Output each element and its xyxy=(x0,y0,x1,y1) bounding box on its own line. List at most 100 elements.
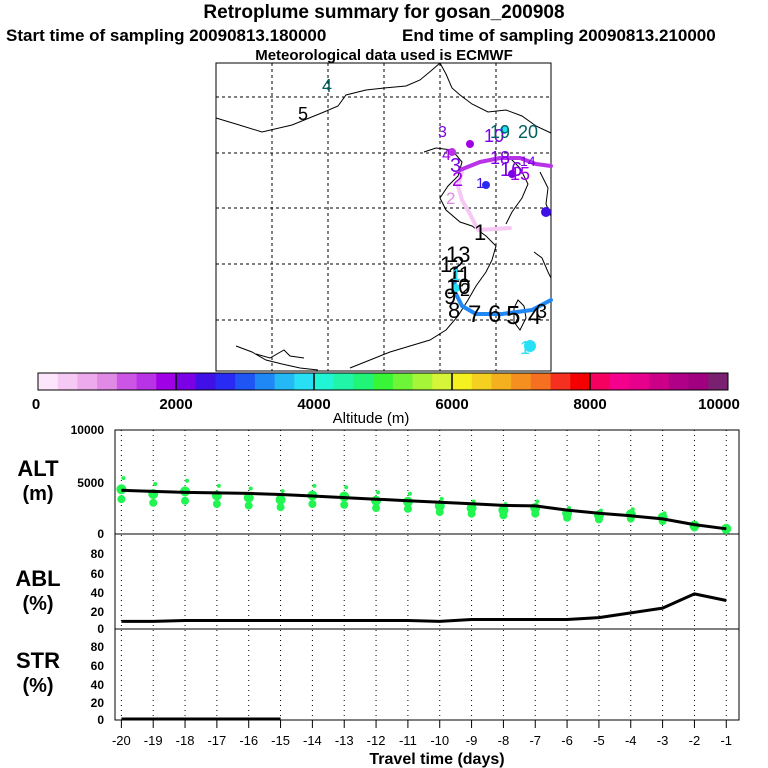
abl-ytick-label: 20 xyxy=(91,605,105,619)
trajectory-labels: 5 4 3 4 3 2 2 1 1 10 19 20 18 16 15 14 1… xyxy=(298,76,547,358)
trajectory-purple xyxy=(458,156,553,172)
colorbar-cell xyxy=(708,373,729,390)
alt-particle-point xyxy=(630,507,635,512)
traj-label: 10 xyxy=(484,126,504,146)
colorbar-cell xyxy=(116,373,138,390)
alt-particle-point xyxy=(340,500,349,509)
colorbar-cell xyxy=(97,373,118,390)
trajectory-pink xyxy=(456,170,512,232)
colorbar-cell xyxy=(491,373,512,390)
colorbar-cell xyxy=(136,373,157,390)
panel-frames xyxy=(114,429,740,721)
alt-particle-point xyxy=(149,498,158,507)
traj-label: 20 xyxy=(518,122,538,142)
x-tick-label: -13 xyxy=(335,733,354,748)
x-tick-label: -4 xyxy=(625,733,637,748)
cbar-tick-label: 0 xyxy=(32,396,40,413)
alt-particle-point xyxy=(344,485,349,490)
x-tick-label: -14 xyxy=(303,733,322,748)
alt-particle-point xyxy=(312,483,317,488)
traj-label: 14 xyxy=(520,153,536,169)
cbar-tick-label: 8000 xyxy=(573,396,606,413)
alt-particle-point xyxy=(531,509,540,518)
str-ytick-label: 60 xyxy=(91,659,105,673)
colorbar-cell xyxy=(195,373,216,390)
alt-particle-point xyxy=(117,495,126,504)
str-ytick-label: 40 xyxy=(91,678,105,692)
colorbar-cell xyxy=(570,373,591,390)
str-ytick-label: 20 xyxy=(91,696,105,710)
traj-label: 2 xyxy=(446,189,455,208)
colorbar-cell xyxy=(235,373,256,390)
abl-panel-frame xyxy=(114,533,740,630)
abl-ylabel-1: ABL xyxy=(15,566,60,591)
x-tick-label: -17 xyxy=(207,733,226,748)
end-time-label: End time of sampling 20090813.210000 xyxy=(402,26,716,45)
alt-particle-point xyxy=(535,499,540,504)
str-ytick-label: 80 xyxy=(91,640,105,654)
alt-particle-point xyxy=(244,501,253,510)
colorbar-cell xyxy=(629,373,650,390)
x-tick-label: -20 xyxy=(112,733,131,748)
traj-label: 4 xyxy=(322,76,332,96)
alt-particle-point xyxy=(467,509,476,518)
x-tick-label: -16 xyxy=(239,733,258,748)
alt-particle-point xyxy=(499,511,508,520)
traj-label: 16 xyxy=(500,159,522,181)
colorbar-cell xyxy=(215,373,236,390)
x-tick-label: -3 xyxy=(657,733,669,748)
traj-label: 5 xyxy=(506,300,520,330)
colorbar-cell xyxy=(590,373,611,390)
colorbar-cell xyxy=(156,373,177,390)
colorbar-cell xyxy=(649,373,670,390)
x-tick-label: -7 xyxy=(529,733,541,748)
colorbar-cell xyxy=(314,373,335,390)
traj-label: 11 xyxy=(448,262,471,287)
abl-y-axis: 80 60 40 20 0 xyxy=(91,547,105,636)
traj-label: 2 xyxy=(460,280,470,300)
alt-particle-point xyxy=(466,503,477,513)
traj-label: 3 xyxy=(438,124,447,141)
x-tick-labels: -20 -19 -18 -17 -16 -15 -14 -13 -12 -11 -10 -9 -8 -7 -… xyxy=(112,733,732,748)
traj-label: 1 xyxy=(476,175,484,192)
abl-ytick-label: 80 xyxy=(91,547,105,561)
abl-ytick-label: 0 xyxy=(97,622,104,636)
str-ylabel-2: (%) xyxy=(22,675,53,697)
colorbar-cell xyxy=(432,373,453,390)
traj-label: 1 xyxy=(474,220,486,245)
trajectory-dots xyxy=(448,126,551,352)
alt-particle-point xyxy=(121,476,126,481)
alt-particle-point xyxy=(212,499,221,508)
traj-label: 12 xyxy=(440,252,464,277)
alt-particle-point xyxy=(594,515,603,524)
alt-y-axis: 10000 5000 0 xyxy=(71,423,105,541)
colorbar-cell xyxy=(373,373,394,390)
alt-particle-point xyxy=(248,486,253,491)
alt-particle-points xyxy=(116,476,732,534)
start-time-label: Start time of sampling 20090813.180000 xyxy=(6,26,327,45)
colorbar-cell xyxy=(392,373,414,390)
x-tick-label: -12 xyxy=(367,733,386,748)
alt-particle-point xyxy=(435,508,444,517)
traj-label: 10 xyxy=(446,274,470,299)
alt-particle-point xyxy=(185,478,190,483)
alt-particle-point xyxy=(403,504,412,513)
colorbar-cell xyxy=(254,373,276,390)
alt-particle-point xyxy=(726,525,731,530)
alt-ylabel-1: ALT xyxy=(17,456,59,481)
alt-particle-point xyxy=(563,513,572,522)
cbar-tick-label: 6000 xyxy=(435,396,468,413)
alt-particle-point xyxy=(181,496,190,505)
colorbar-cell xyxy=(530,373,552,390)
traj-label: 5 xyxy=(298,104,308,124)
colorbar-cell xyxy=(609,373,630,390)
map-gridlines xyxy=(216,63,551,371)
sampling-times: Start time of sampling 20090813.180000 E… xyxy=(0,24,768,46)
traj-label: 6 xyxy=(488,301,501,328)
colorbar-cell xyxy=(550,373,571,390)
alt-ytick-label: 5000 xyxy=(77,476,104,490)
colorbar-cell xyxy=(38,373,59,390)
